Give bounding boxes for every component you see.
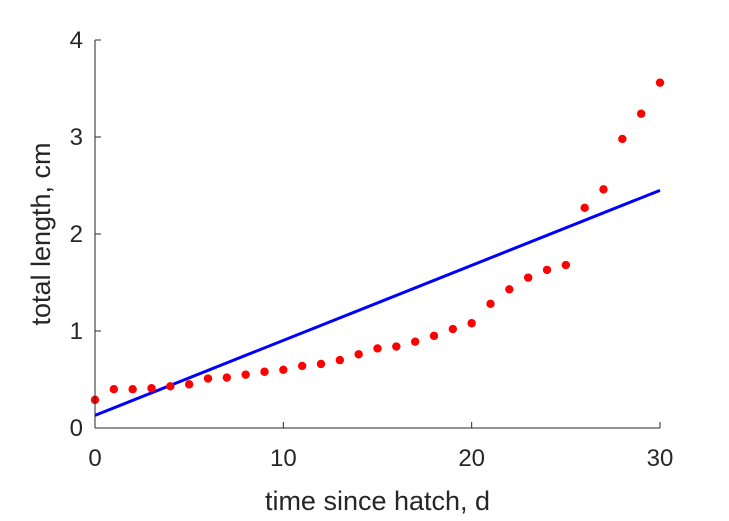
data-point <box>222 373 232 382</box>
data-point <box>392 342 401 351</box>
data-point <box>618 134 627 144</box>
x-tick-label: 0 <box>88 445 101 472</box>
data-point <box>561 260 571 270</box>
data-point <box>373 344 382 353</box>
data-point <box>203 374 213 383</box>
data-point <box>147 384 156 393</box>
data-point <box>523 273 533 282</box>
y-tick-label: 0 <box>70 415 83 442</box>
data-point <box>636 109 646 118</box>
data-point <box>260 367 269 376</box>
y-tick-label: 4 <box>70 27 83 54</box>
data-point <box>599 185 608 194</box>
data-point <box>241 370 250 379</box>
x-axis-ticks: 0 10 20 30 <box>88 422 673 472</box>
y-tick-label: 2 <box>70 221 83 248</box>
data-point <box>410 337 420 346</box>
plot-area <box>90 78 665 417</box>
data-point <box>655 78 665 87</box>
data-point <box>166 382 175 391</box>
data-point <box>297 361 307 371</box>
fit-line <box>94 188 661 417</box>
data-point <box>505 285 514 294</box>
data-point <box>580 203 589 213</box>
data-point <box>542 265 552 275</box>
y-tick-label: 3 <box>70 124 83 151</box>
x-tick-label: 30 <box>647 445 674 472</box>
data-point <box>279 365 288 374</box>
data-point <box>316 359 326 369</box>
data-point <box>128 385 137 394</box>
data-point <box>335 355 345 365</box>
y-tick-label: 1 <box>70 318 83 345</box>
data-point <box>109 385 119 394</box>
data-point <box>467 319 476 328</box>
x-tick-label: 10 <box>270 445 297 472</box>
data-point <box>184 380 194 389</box>
data-point <box>448 324 458 334</box>
data-point <box>354 350 363 359</box>
x-tick-label: 20 <box>458 445 485 472</box>
y-axis-label: total length, cm <box>26 142 56 325</box>
x-axis-label: time since hatch, d <box>265 486 490 516</box>
data-point <box>429 331 439 341</box>
data-point <box>486 299 495 309</box>
y-axis-ticks: 0 1 2 3 4 <box>70 27 101 442</box>
